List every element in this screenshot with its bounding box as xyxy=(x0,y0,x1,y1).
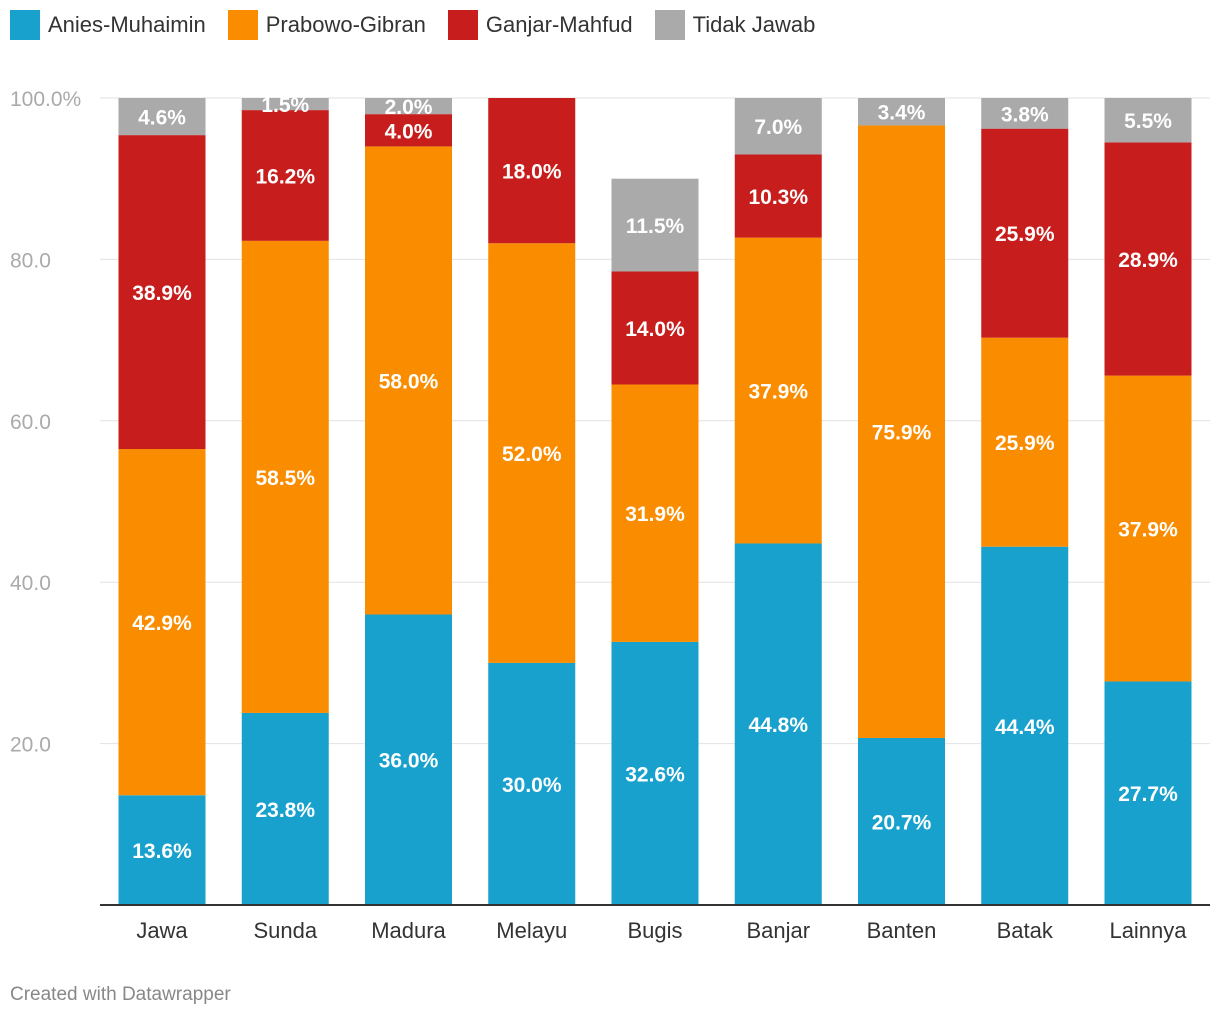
legend-item: Prabowo-Gibran xyxy=(227,10,426,40)
data-label: 30.0% xyxy=(502,774,562,797)
legend-swatch xyxy=(447,10,478,40)
bar-segment xyxy=(611,271,699,385)
x-tick-label: Batak xyxy=(997,918,1054,943)
bar-segment xyxy=(365,114,452,147)
x-tick-label: Madura xyxy=(371,918,446,943)
bar-segment xyxy=(118,449,206,796)
legend-item: Anies-Muhaimin xyxy=(10,10,206,40)
data-label: 3.4% xyxy=(878,102,926,125)
bar-segment xyxy=(118,795,206,905)
data-label: 1.5% xyxy=(261,94,309,117)
bar-segment xyxy=(488,662,576,905)
legend-item: Tidak Jawab xyxy=(654,10,816,40)
bar-segment xyxy=(611,178,699,272)
data-label: 2.0% xyxy=(385,96,433,119)
bar-segment xyxy=(734,98,822,155)
bar-segment xyxy=(1104,375,1192,682)
data-label: 32.6% xyxy=(625,763,685,786)
data-label: 5.5% xyxy=(1124,110,1172,133)
data-label: 31.9% xyxy=(625,503,685,526)
data-label: 4.6% xyxy=(138,107,186,130)
bar-segment xyxy=(858,125,945,738)
bar-segment xyxy=(365,614,452,905)
legend-label: Ganjar-Mahfud xyxy=(485,12,633,37)
data-label: 44.4% xyxy=(995,716,1055,739)
data-label: 3.8% xyxy=(1001,103,1049,126)
data-label: 4.0% xyxy=(385,120,433,143)
bar-segment xyxy=(488,243,576,663)
bar-segment xyxy=(1104,142,1192,376)
data-label: 23.8% xyxy=(255,799,315,822)
bar-segment xyxy=(241,240,329,713)
bar-segment xyxy=(611,641,699,905)
legend-swatch xyxy=(10,10,40,40)
bar-segment xyxy=(488,98,576,244)
data-label: 25.9% xyxy=(995,223,1055,246)
data-label: 38.9% xyxy=(132,282,192,305)
legend-label: Anies-Muhaimin xyxy=(48,12,206,37)
bar-segment xyxy=(365,98,452,115)
bar-segment xyxy=(611,384,699,642)
data-label: 16.2% xyxy=(255,165,315,188)
bar-segment xyxy=(734,154,822,238)
bar-segment xyxy=(734,237,822,544)
y-tick-label: 20.0 xyxy=(10,734,51,757)
y-tick-label: 80.0 xyxy=(10,249,51,272)
legend-label: Prabowo-Gibran xyxy=(265,12,426,37)
x-tick-label: Bugis xyxy=(627,918,682,943)
legend-swatch xyxy=(654,10,685,40)
bar-segment xyxy=(858,737,945,905)
bar-segment xyxy=(981,546,1069,905)
data-label: 10.3% xyxy=(748,186,808,209)
data-label: 11.5% xyxy=(626,215,685,238)
legend-swatch xyxy=(227,10,258,40)
data-label: 44.8% xyxy=(748,714,808,737)
data-label: 58.5% xyxy=(255,467,315,490)
data-label: 58.0% xyxy=(379,370,439,393)
x-tick-label: Banten xyxy=(867,918,937,943)
data-label: 20.7% xyxy=(872,811,932,834)
data-label: 28.9% xyxy=(1118,249,1178,272)
credit-text: Created with Datawrapper xyxy=(10,984,231,1005)
data-label: 18.0% xyxy=(502,161,562,184)
bar-segment xyxy=(1104,681,1192,905)
bar-segment xyxy=(981,98,1069,129)
x-tick-label: Lainnya xyxy=(1109,918,1187,943)
y-tick-label: 40.0 xyxy=(10,572,51,595)
bar-segment xyxy=(981,128,1069,338)
data-label: 52.0% xyxy=(502,443,562,466)
bar-segment xyxy=(734,543,822,905)
bar-segment xyxy=(241,712,329,905)
bar-segment xyxy=(858,98,945,126)
x-tick-label: Melayu xyxy=(496,918,567,943)
bar-segment xyxy=(118,135,206,450)
data-label: 42.9% xyxy=(132,612,192,635)
bar-segment xyxy=(1104,98,1192,143)
bar-segment xyxy=(118,98,206,136)
data-label: 7.0% xyxy=(754,116,802,139)
legend-label: Tidak Jawab xyxy=(692,12,816,37)
x-tick-label: Jawa xyxy=(136,918,188,943)
data-label: 75.9% xyxy=(872,422,932,445)
legend-item: Ganjar-Mahfud xyxy=(447,10,633,40)
data-label: 37.9% xyxy=(1118,519,1178,542)
bar-segment xyxy=(365,146,452,615)
data-label: 13.6% xyxy=(132,840,192,863)
x-tick-label: Banjar xyxy=(746,918,810,943)
y-tick-label: 100.0% xyxy=(10,88,81,111)
data-label: 25.9% xyxy=(995,432,1055,455)
data-label: 37.9% xyxy=(748,381,808,404)
y-tick-label: 60.0 xyxy=(10,411,51,434)
data-label: 14.0% xyxy=(625,318,685,341)
legend: Anies-Muhaimin Prabowo-Gibran Ganjar-Mahfu… xyxy=(10,10,815,40)
bar-segment xyxy=(241,98,329,111)
bar-segment xyxy=(241,110,329,241)
x-tick-label: Sunda xyxy=(253,918,317,943)
data-label: 36.0% xyxy=(379,750,439,773)
bar-segment xyxy=(981,337,1069,547)
data-label: 27.7% xyxy=(1118,783,1178,806)
